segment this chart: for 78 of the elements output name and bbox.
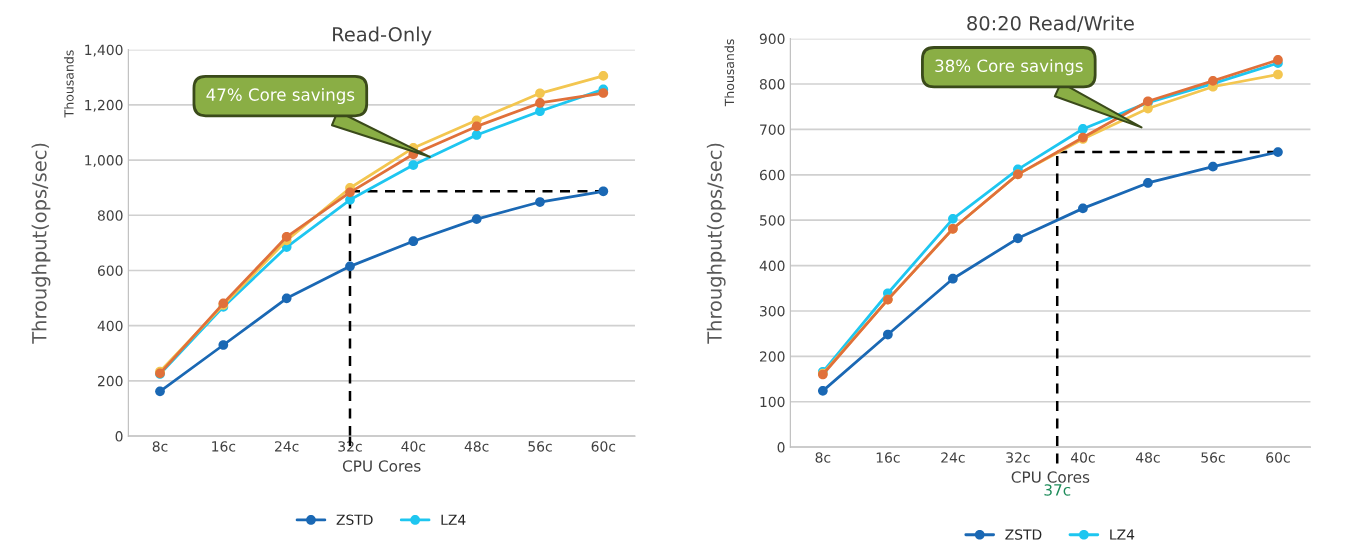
y-tick-label: 200 [97,375,123,387]
point [408,160,419,170]
y-tick-label: 100 [760,396,785,408]
y-axis-title: Throughput(ops/sec) [31,143,51,344]
y-tick-label: 0 [115,431,123,442]
x-tick-label: 40c [401,441,426,452]
point [948,213,958,224]
point [1143,178,1153,188]
point [883,329,893,340]
point [471,130,482,140]
y-tick-label: 700 [760,124,785,135]
point [1273,147,1283,157]
y-axis-title: Throughput(ops/sec) [706,143,726,344]
annotation: 38% Core savings [935,59,1083,76]
legend-label: LZ4 [1110,529,1135,540]
x-axis-title: CPU Cores [342,460,421,472]
point [598,88,609,98]
x-tick-label: 56c [1201,452,1225,463]
x-tick-label: 40c [1070,452,1095,463]
y-tick-label: 900 [759,33,785,45]
annotation: 47% Core savings [206,87,355,105]
point [155,386,165,397]
x-tick-label: 24c [275,441,299,452]
y-tick-label: 600 [97,265,123,276]
point [535,106,545,117]
x-tick-label: 32c [1006,452,1030,463]
y-tick-label: 0 [777,442,785,453]
y-tick-label: 1,000 [85,155,123,167]
text: Thousands [724,39,735,107]
point [948,273,958,284]
text: 37c [1044,484,1071,496]
x-tick-label: 8c [152,441,168,452]
y-tick-label: 1,400 [85,44,123,57]
y-tick-label: 800 [97,210,123,221]
y-tick-label: 400 [759,260,785,272]
point [1078,203,1088,214]
y-tick-label: 400 [97,320,123,332]
x-tick-label: 16c [876,452,900,463]
point [281,293,292,304]
legend-label: LZ4 [441,514,466,525]
chart-title: Read-Only [333,26,432,46]
y-tick-label: 200 [759,351,785,362]
point [598,71,609,81]
point [1013,233,1023,244]
point [535,197,545,207]
point [535,98,545,108]
point [281,231,292,242]
x-tick-label: 48c [1135,452,1160,463]
point [598,186,609,197]
legend-label: ZSTD [336,514,373,526]
point [1078,124,1088,134]
x-tick-label: 60c [1266,452,1290,463]
point [535,88,545,99]
point [218,340,229,350]
chart-title: 80:20 Read/Write [967,15,1134,33]
point [471,121,482,132]
y-tick-label: 600 [759,169,785,181]
x-tick-label: 48c [464,441,489,452]
y-tick-label: 500 [760,215,785,226]
x-tick-label: 8c [815,452,831,463]
x-tick-label: 56c [528,441,552,452]
point [1208,161,1218,172]
text: Thousands [64,50,74,118]
y-tick-label: 300 [760,305,785,317]
x-axis-title: CPU Cores [1011,471,1090,483]
point [345,187,355,198]
legend-label: ZSTD [1005,529,1042,540]
point [817,385,828,396]
point [471,214,482,225]
y-tick-label: 800 [759,79,785,90]
x-tick-label: 24c [941,452,965,463]
point [1273,69,1283,80]
x-tick-label: 60c [591,441,616,452]
point [408,236,419,247]
point [345,261,355,272]
y-tick-label: 1,200 [85,99,123,112]
x-tick-label: 16c [212,441,236,452]
x-tick-label: 32c [338,441,362,452]
